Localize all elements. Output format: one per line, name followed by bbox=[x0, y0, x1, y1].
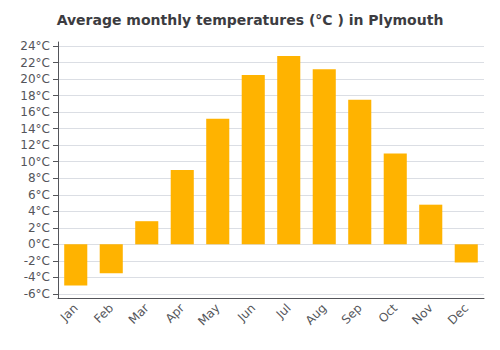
svg-text:Dec: Dec bbox=[445, 301, 471, 327]
svg-text:18°C: 18°C bbox=[20, 89, 50, 103]
svg-text:14°C: 14°C bbox=[20, 122, 50, 136]
svg-text:Jul: Jul bbox=[273, 301, 294, 322]
svg-text:Apr: Apr bbox=[163, 301, 188, 326]
svg-text:4°C: 4°C bbox=[28, 204, 50, 218]
svg-text:22°C: 22°C bbox=[20, 56, 50, 70]
svg-text:Jun: Jun bbox=[234, 301, 258, 325]
svg-text:May: May bbox=[195, 301, 222, 328]
svg-text:Mar: Mar bbox=[126, 301, 152, 327]
svg-text:16°C: 16°C bbox=[20, 105, 50, 119]
svg-text:-6°C: -6°C bbox=[24, 287, 50, 301]
svg-text:10°C: 10°C bbox=[20, 155, 50, 169]
svg-text:Jan: Jan bbox=[57, 301, 81, 325]
svg-text:Nov: Nov bbox=[409, 301, 435, 327]
svg-text:Aug: Aug bbox=[303, 301, 329, 327]
svg-text:6°C: 6°C bbox=[28, 188, 50, 202]
svg-text:-4°C: -4°C bbox=[24, 270, 50, 284]
svg-text:0°C: 0°C bbox=[28, 237, 50, 251]
svg-text:Oct: Oct bbox=[376, 301, 401, 326]
svg-text:24°C: 24°C bbox=[20, 39, 50, 53]
svg-text:8°C: 8°C bbox=[28, 171, 50, 185]
svg-text:Sep: Sep bbox=[339, 301, 365, 327]
svg-text:-2°C: -2°C bbox=[24, 254, 50, 268]
svg-text:Average monthly temperatures (: Average monthly temperatures (°C ) in Pl… bbox=[57, 12, 444, 28]
svg-text:2°C: 2°C bbox=[28, 221, 50, 235]
svg-text:12°C: 12°C bbox=[20, 138, 50, 152]
svg-text:20°C: 20°C bbox=[20, 72, 50, 86]
svg-text:Feb: Feb bbox=[91, 301, 116, 326]
